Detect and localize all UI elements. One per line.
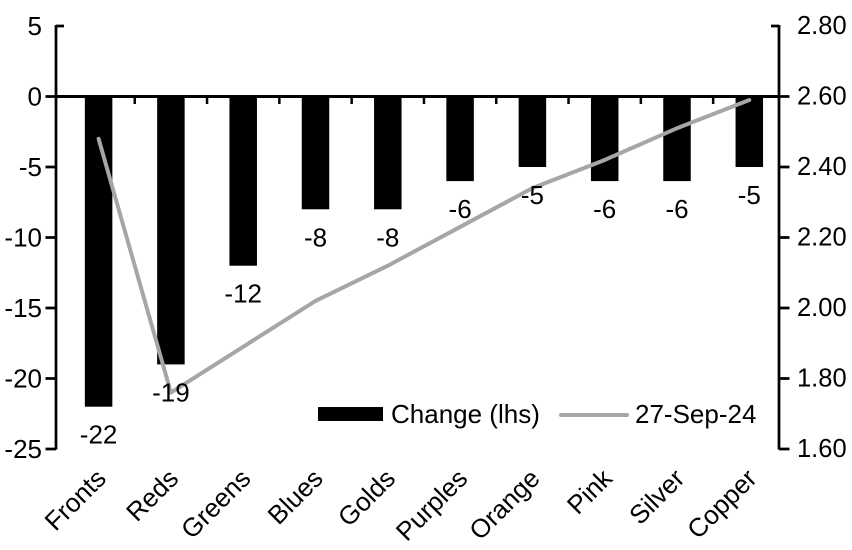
left-axis-tick-label: 0	[28, 82, 42, 112]
category-label-purples: Purples	[390, 463, 474, 547]
bar-value-label-golds: -8	[376, 222, 399, 252]
category-label-orange: Orange	[463, 463, 546, 546]
left-axis-tick-label: -25	[4, 434, 42, 464]
series-line-27-sep-24	[96, 98, 752, 395]
legend-line-swatch	[559, 413, 629, 417]
right-axis-tick-label: 1.60	[797, 435, 847, 463]
right-axis-tick-label: 1.80	[797, 365, 847, 393]
category-label-fronts: Fronts	[39, 463, 112, 536]
bar-value-label-copper: -5	[738, 180, 761, 210]
right-axis-tick-label: 2.20	[797, 224, 847, 252]
category-label-blues: Blues	[262, 463, 329, 530]
right-axis-tick-label: 2.80	[797, 12, 847, 40]
left-axis-tick-label: -20	[4, 364, 42, 394]
left-axis-tick-label: -10	[4, 223, 42, 253]
bar-copper	[735, 97, 764, 167]
bar-value-label-pink: -6	[593, 194, 616, 224]
right-axis-tick-label: 2.40	[797, 153, 847, 181]
category-label-golds: Golds	[332, 463, 401, 532]
bar-blues	[301, 97, 330, 210]
bar-value-label-orange: -5	[521, 180, 544, 210]
left-axis-tick-label: -15	[4, 293, 42, 323]
left-axis-tick-label: 5	[28, 11, 42, 41]
bar-pink	[590, 97, 619, 182]
right-axis-tick-label: 2.00	[797, 294, 847, 322]
category-label-silver: Silver	[623, 463, 690, 530]
category-label-reds: Reds	[120, 463, 184, 527]
bar-value-label-purples: -6	[449, 194, 472, 224]
legend-label-date-series: 27-Sep-24	[635, 399, 757, 429]
bar-fronts	[84, 97, 113, 407]
right-axis-tick-label: 2.60	[797, 83, 847, 111]
bar-golds	[374, 97, 402, 210]
bar-reds	[157, 97, 185, 365]
bar-value-label-greens: -12	[224, 279, 262, 309]
left-axis-tick-label: -5	[19, 152, 42, 182]
bar-greens	[229, 97, 257, 266]
bar-orange	[518, 97, 547, 167]
bar-value-label-blues: -8	[304, 222, 327, 252]
legend-bar-swatch	[318, 407, 383, 421]
category-label-pink: Pink	[561, 462, 619, 520]
bar-purples	[446, 97, 474, 182]
category-label-greens: Greens	[175, 463, 257, 545]
bar-value-label-reds: -19	[152, 377, 190, 407]
category-label-copper: Copper	[681, 463, 763, 545]
bar-value-label-silver: -6	[665, 194, 688, 224]
legend-label-change-lhs: Change (lhs)	[391, 399, 540, 429]
bar-value-label-fronts: -22	[80, 420, 118, 450]
bar-silver	[663, 97, 691, 182]
